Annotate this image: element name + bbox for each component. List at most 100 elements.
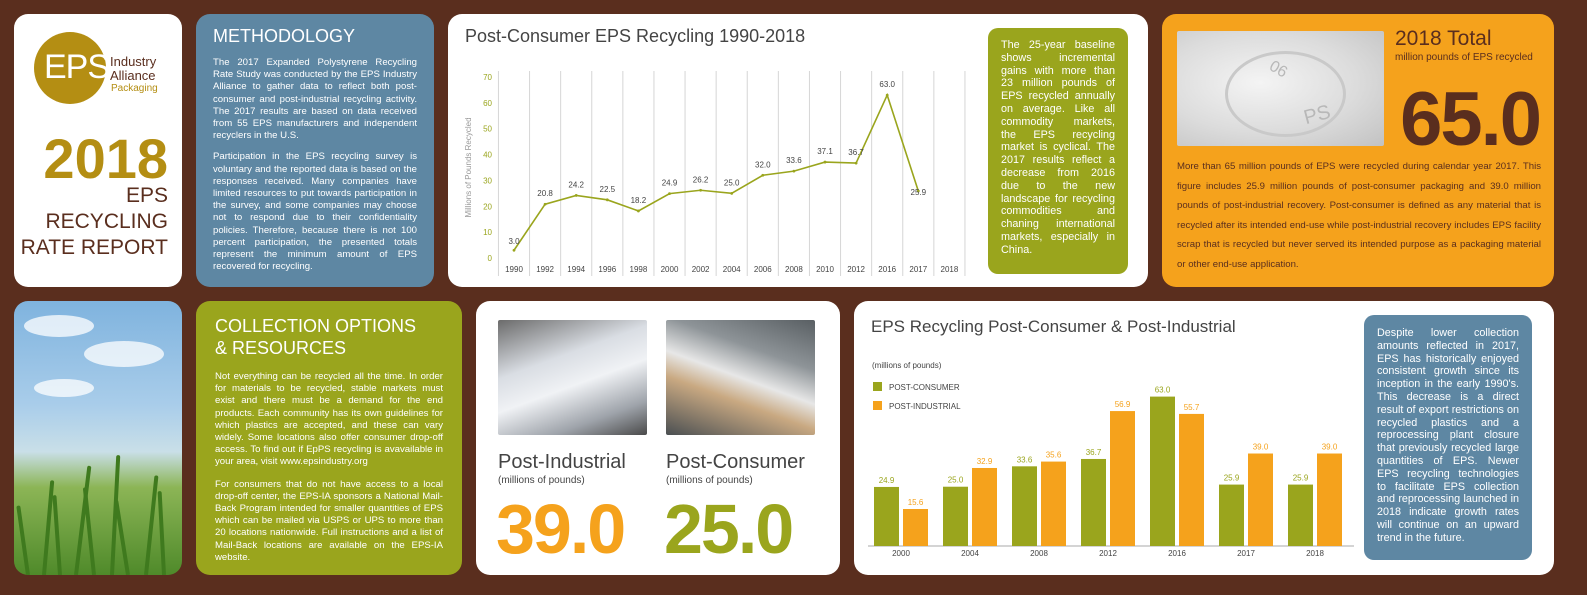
cloud xyxy=(24,315,94,337)
bar-data-label: 32.9 xyxy=(977,457,993,466)
x-tick-label: 2018 xyxy=(1306,549,1324,558)
bar xyxy=(972,467,997,546)
post-industrial-consumer-card: Post-Industrial (millions of pounds) 39.… xyxy=(476,301,840,575)
total-title: 2018 Total xyxy=(1395,27,1492,50)
legend-label: POST-INDUSTRIAL xyxy=(889,402,961,411)
logo-packaging: Packaging xyxy=(111,83,158,94)
logo-industry-alliance: Industry Alliance xyxy=(110,55,156,83)
data-point xyxy=(543,202,547,206)
legend-swatch xyxy=(873,382,882,391)
data-label: 24.9 xyxy=(662,179,678,188)
bar-data-label: 39.0 xyxy=(1322,443,1338,452)
methodology-heading: METHODOLOGY xyxy=(213,26,356,46)
bar xyxy=(874,486,899,546)
data-label: 24.2 xyxy=(568,180,584,189)
eps-recycle-stamp-photo: 06 PS xyxy=(1177,31,1384,146)
bar-data-label: 15.6 xyxy=(908,498,924,507)
line-chart-card: Post-Consumer EPS Recycling 1990-2018 0 1… xyxy=(448,14,1148,287)
logo-eps-text: EPS xyxy=(44,48,110,86)
foam-recycling-photo xyxy=(666,320,815,435)
data-label: 36.7 xyxy=(848,148,864,157)
post-industrial-unit: (millions of pounds) xyxy=(498,475,585,486)
collection-heading-line2: & RESOURCES xyxy=(215,338,347,358)
bar-data-label: 55.7 xyxy=(1184,403,1200,412)
total-value: 65.0 xyxy=(1400,77,1542,162)
bar-data-label: 33.6 xyxy=(1017,455,1033,464)
data-label: 63.0 xyxy=(879,80,895,89)
data-label: 37.1 xyxy=(817,147,833,156)
x-tick-label: 2008 xyxy=(1030,549,1048,558)
grass-blade xyxy=(52,495,62,575)
grass-blade xyxy=(16,505,30,575)
collection-paragraph-2: For consumers that do not have access to… xyxy=(215,478,443,563)
report-title-line2: RECYCLING xyxy=(45,210,168,233)
report-title-line3: RATE REPORT xyxy=(20,236,168,259)
bar-data-label: 35.6 xyxy=(1046,451,1062,460)
y-tick-label: 30 xyxy=(483,176,492,185)
data-label: 3.0 xyxy=(508,237,520,246)
y-tick-label: 40 xyxy=(483,151,492,160)
report-title-card: EPS Industry Alliance Packaging 2018 EPS… xyxy=(14,14,182,287)
eps-logo xyxy=(34,32,106,104)
y-tick-label: 50 xyxy=(483,125,492,134)
bar xyxy=(1317,453,1342,546)
x-tick-label: 2017 xyxy=(909,265,927,274)
post-consumer-line xyxy=(513,92,920,251)
collection-options-card: COLLECTION OPTIONS & RESOURCES Not every… xyxy=(196,301,462,575)
grass-blade xyxy=(144,475,159,575)
bar-chart-title: EPS Recycling Post-Consumer & Post-Indus… xyxy=(871,317,1236,336)
data-point xyxy=(668,192,671,196)
bar-chart: EPS Recycling Post-Consumer & Post-Indus… xyxy=(868,317,1354,558)
data-label: 33.6 xyxy=(786,156,802,165)
data-point xyxy=(637,209,640,213)
bar xyxy=(1110,411,1135,546)
methodology-paragraph-1: The 2017 Expanded Polystyrene Recycling … xyxy=(213,57,417,142)
data-label: 25.9 xyxy=(911,188,927,197)
data-point xyxy=(730,191,734,195)
post-consumer-value: 25.0 xyxy=(664,490,794,568)
data-point xyxy=(512,248,516,252)
collection-heading: COLLECTION OPTIONS & RESOURCES xyxy=(215,315,443,359)
grass-blade xyxy=(82,487,96,575)
data-label: 22.5 xyxy=(600,185,616,194)
post-industrial-value: 39.0 xyxy=(496,490,626,568)
bar-data-label: 25.9 xyxy=(1293,474,1309,483)
foam-pile-photo xyxy=(498,320,647,435)
x-tick-label: 1990 xyxy=(505,265,523,274)
x-tick-label: 2000 xyxy=(892,549,910,558)
methodology-paragraph-2: Participation in the EPS recycling surve… xyxy=(213,151,417,273)
logo-alliance: Alliance xyxy=(110,68,156,83)
x-tick-label: 1994 xyxy=(567,265,585,274)
bar xyxy=(1012,466,1037,546)
stamp-ring xyxy=(1225,51,1346,137)
grass-photo xyxy=(14,301,182,575)
bar-chart-unit-note: (millions of pounds) xyxy=(872,361,942,370)
grass-blade xyxy=(42,480,55,575)
data-label: 32.0 xyxy=(755,160,771,169)
bar-data-label: 24.9 xyxy=(879,476,895,485)
data-point xyxy=(605,198,609,202)
y-tick-label: 60 xyxy=(483,99,492,108)
data-point xyxy=(854,161,858,165)
x-tick-label: 2004 xyxy=(961,549,979,558)
x-tick-label: 2016 xyxy=(878,265,896,274)
data-point xyxy=(761,173,765,177)
post-consumer-label: Post-Consumer xyxy=(666,451,805,473)
data-point xyxy=(916,189,920,193)
x-tick-label: 2012 xyxy=(847,265,865,274)
bar-data-label: 36.7 xyxy=(1086,448,1102,457)
data-label: 18.2 xyxy=(631,196,647,205)
data-point xyxy=(792,169,796,173)
x-tick-label: 2010 xyxy=(816,265,834,274)
cloud xyxy=(34,379,94,397)
post-consumer-unit: (millions of pounds) xyxy=(666,475,753,486)
bar xyxy=(1179,413,1204,546)
x-tick-label: 2000 xyxy=(661,265,679,274)
collection-paragraph-1: Not everything can be recycled all the t… xyxy=(215,371,443,468)
x-tick-label: 2018 xyxy=(941,265,959,274)
x-tick-label: 2002 xyxy=(692,265,710,274)
grass-blade xyxy=(114,499,130,575)
bar xyxy=(1219,484,1244,546)
data-label: 25.0 xyxy=(724,178,740,187)
collection-heading-line1: COLLECTION OPTIONS xyxy=(215,316,417,336)
